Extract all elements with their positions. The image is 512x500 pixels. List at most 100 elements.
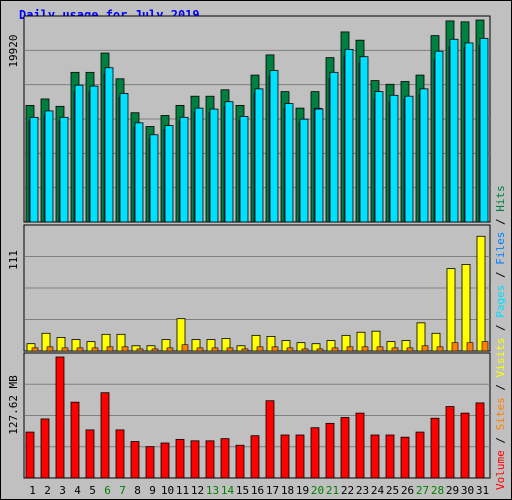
bar-volume-day-21 xyxy=(325,422,335,479)
bar-sites-day-13 xyxy=(211,347,219,352)
bar-visits-day-2 xyxy=(41,332,51,352)
bar-visits-day-15 xyxy=(236,345,246,352)
bar-visits-day-6 xyxy=(101,333,111,352)
legend-part-3: / xyxy=(494,377,507,397)
bar-sites-day-17 xyxy=(271,346,279,352)
bar-visits-day-11 xyxy=(176,318,186,352)
bar-visits-day-3 xyxy=(56,337,66,352)
bar-visits-day-14 xyxy=(221,338,231,352)
x-tick-day-22: 22 xyxy=(341,484,354,497)
x-tick-day-12: 12 xyxy=(191,484,204,497)
bar-sites-day-29 xyxy=(451,342,459,352)
hits-files-pages-panel xyxy=(23,15,491,223)
bar-volume-day-1 xyxy=(25,431,35,479)
bar-pages-day-16 xyxy=(254,88,264,223)
bar-sites-day-18 xyxy=(286,347,294,352)
bar-sites-day-12 xyxy=(196,347,204,352)
x-tick-day-26: 26 xyxy=(401,484,414,497)
bar-volume-day-25 xyxy=(385,434,395,479)
bar-sites-day-24 xyxy=(376,346,384,352)
bar-visits-day-31 xyxy=(476,235,486,352)
bar-pages-day-3 xyxy=(59,116,69,223)
x-tick-day-24: 24 xyxy=(371,484,385,497)
bar-sites-day-6 xyxy=(106,346,114,352)
bar-pages-day-31 xyxy=(479,37,489,223)
bar-pages-day-21 xyxy=(329,71,339,223)
bar-volume-day-6 xyxy=(100,392,110,479)
bar-volume-day-7 xyxy=(115,429,125,479)
bar-sites-day-8 xyxy=(136,348,144,352)
volume-panel xyxy=(23,352,491,479)
bar-visits-day-5 xyxy=(86,341,96,352)
bar-visits-day-8 xyxy=(131,345,141,352)
bar-pages-day-23 xyxy=(359,56,369,223)
bar-sites-day-1 xyxy=(31,347,39,352)
legend-part-4: Visits xyxy=(494,338,507,378)
bar-pages-day-7 xyxy=(119,93,129,223)
bar-pages-day-20 xyxy=(314,108,324,223)
bar-sites-day-4 xyxy=(76,347,84,352)
bar-visits-day-23 xyxy=(356,331,366,352)
bar-visits-day-7 xyxy=(116,333,126,352)
bar-volume-day-5 xyxy=(85,429,95,479)
bar-pages-day-1 xyxy=(29,116,39,223)
bar-pages-day-30 xyxy=(464,42,474,223)
x-tick-day-13: 13 xyxy=(206,484,219,497)
bar-volume-day-23 xyxy=(355,412,365,479)
bar-volume-day-12 xyxy=(190,440,200,479)
x-tick-day-31: 31 xyxy=(476,484,489,497)
bar-volume-day-11 xyxy=(175,438,185,479)
bar-visits-day-12 xyxy=(191,339,201,352)
bar-visits-day-19 xyxy=(296,342,306,352)
bar-sites-day-16 xyxy=(256,346,264,352)
bar-volume-day-18 xyxy=(280,434,290,479)
y-axis-max-labels: 19920 111 127.62 MB xyxy=(7,34,20,434)
chart-legend: Volume / Sites / Visits / Pages / Files … xyxy=(494,185,507,490)
bar-pages-day-9 xyxy=(149,134,159,223)
bar-visits-day-18 xyxy=(281,340,291,352)
bar-visits-day-25 xyxy=(386,341,396,352)
legend-part-7: / xyxy=(494,265,507,285)
bar-volume-day-2 xyxy=(40,418,50,479)
bar-sites-day-21 xyxy=(331,347,339,352)
bar-sites-day-10 xyxy=(166,347,174,352)
bar-sites-day-19 xyxy=(301,348,309,352)
bar-volume-day-15 xyxy=(235,444,245,479)
bar-pages-day-11 xyxy=(179,116,189,223)
x-tick-day-4: 4 xyxy=(74,484,81,497)
bar-visits-day-1 xyxy=(26,343,36,352)
bar-sites-day-23 xyxy=(361,346,369,352)
legend-part-8: Files xyxy=(494,232,507,265)
bar-volume-day-3 xyxy=(55,356,65,479)
bar-sites-day-20 xyxy=(316,348,324,352)
bar-pages-day-10 xyxy=(164,125,174,223)
bar-pages-day-27 xyxy=(419,88,429,223)
bar-pages-day-12 xyxy=(194,107,204,223)
bar-sites-day-5 xyxy=(91,347,99,352)
bar-sites-day-15 xyxy=(241,348,249,352)
bar-sites-day-28 xyxy=(436,346,444,352)
bar-visits-day-27 xyxy=(416,322,426,352)
x-tick-day-19: 19 xyxy=(296,484,309,497)
x-tick-day-1: 1 xyxy=(29,484,36,497)
bar-visits-day-21 xyxy=(326,340,336,352)
bar-volume-day-8 xyxy=(130,441,140,479)
bar-pages-day-17 xyxy=(269,70,279,223)
bar-visits-day-16 xyxy=(251,334,261,352)
bar-pages-day-15 xyxy=(239,116,249,223)
bar-pages-day-28 xyxy=(434,50,444,223)
bar-pages-day-24 xyxy=(374,91,384,223)
x-tick-day-29: 29 xyxy=(446,484,459,497)
bar-volume-day-31 xyxy=(475,402,485,479)
y-max-label-panel-bot: 127.62 MB xyxy=(7,375,20,435)
bar-sites-day-9 xyxy=(151,348,159,352)
legend-part-0: Volume xyxy=(494,450,507,490)
legend-part-5: / xyxy=(494,318,507,338)
bar-volume-day-17 xyxy=(265,400,275,479)
bar-volume-day-13 xyxy=(205,440,215,479)
x-tick-day-21: 21 xyxy=(326,484,339,497)
x-tick-day-5: 5 xyxy=(89,484,96,497)
bar-pages-day-14 xyxy=(224,101,234,223)
x-tick-day-23: 23 xyxy=(356,484,369,497)
